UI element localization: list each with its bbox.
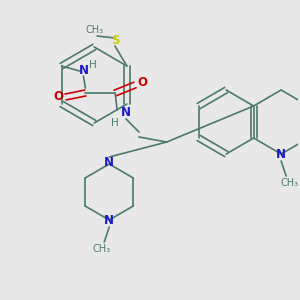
Text: H: H: [89, 60, 97, 70]
Text: N: N: [276, 148, 286, 161]
Text: O: O: [137, 76, 147, 89]
Text: CH₃: CH₃: [280, 178, 298, 188]
Text: N: N: [78, 64, 88, 77]
Text: N: N: [121, 106, 131, 119]
Text: S: S: [111, 34, 119, 46]
Text: O: O: [54, 91, 64, 103]
Text: CH₃: CH₃: [92, 244, 110, 254]
Text: N: N: [104, 214, 114, 227]
Text: N: N: [104, 157, 114, 169]
Text: H: H: [111, 118, 119, 128]
Text: CH₃: CH₃: [85, 25, 103, 35]
